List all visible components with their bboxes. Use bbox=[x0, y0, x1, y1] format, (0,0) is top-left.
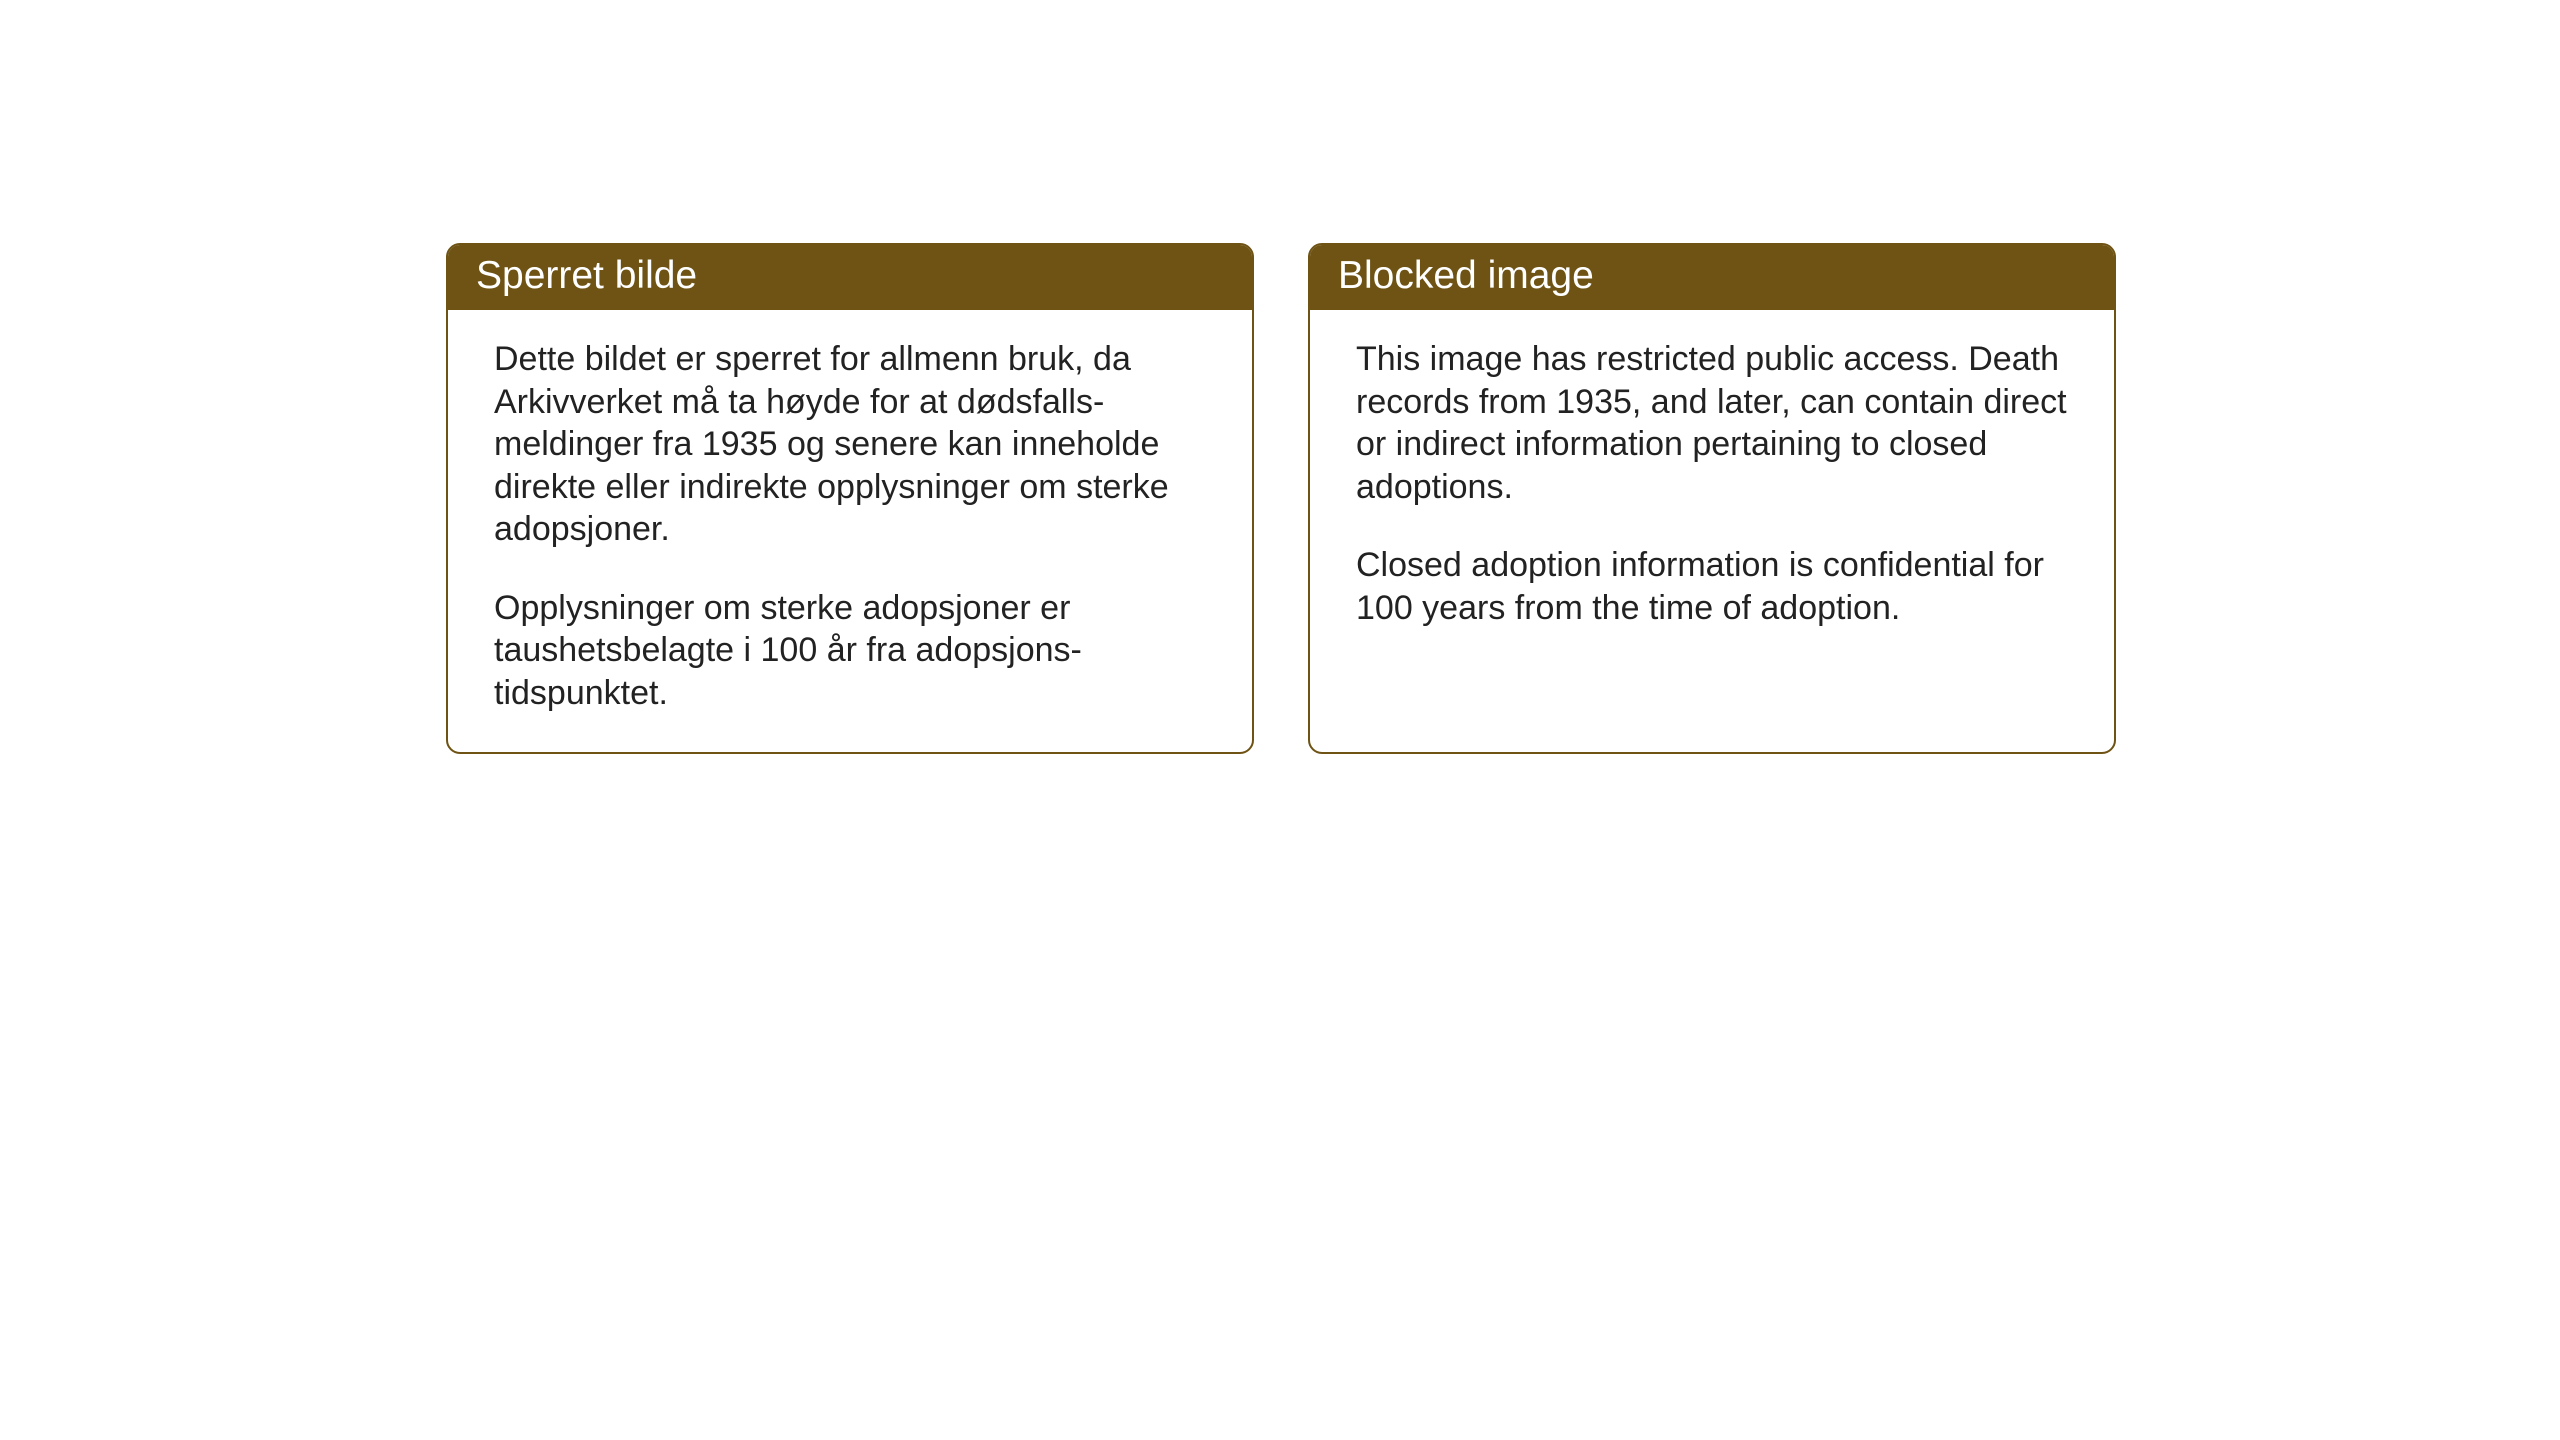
card-paragraph-english-2: Closed adoption information is confident… bbox=[1356, 544, 2068, 629]
card-paragraph-norwegian-1: Dette bildet er sperret for allmenn bruk… bbox=[494, 338, 1206, 551]
card-header-english: Blocked image bbox=[1310, 245, 2114, 310]
notice-container: Sperret bilde Dette bildet er sperret fo… bbox=[446, 243, 2116, 754]
card-title-english: Blocked image bbox=[1338, 254, 1594, 297]
card-paragraph-english-1: This image has restricted public access.… bbox=[1356, 338, 2068, 508]
card-body-norwegian: Dette bildet er sperret for allmenn bruk… bbox=[448, 310, 1252, 752]
card-paragraph-norwegian-2: Opplysninger om sterke adopsjoner er tau… bbox=[494, 587, 1206, 715]
notice-card-norwegian: Sperret bilde Dette bildet er sperret fo… bbox=[446, 243, 1254, 754]
notice-card-english: Blocked image This image has restricted … bbox=[1308, 243, 2116, 754]
card-title-norwegian: Sperret bilde bbox=[476, 254, 697, 297]
card-body-english: This image has restricted public access.… bbox=[1310, 310, 2114, 667]
card-header-norwegian: Sperret bilde bbox=[448, 245, 1252, 310]
